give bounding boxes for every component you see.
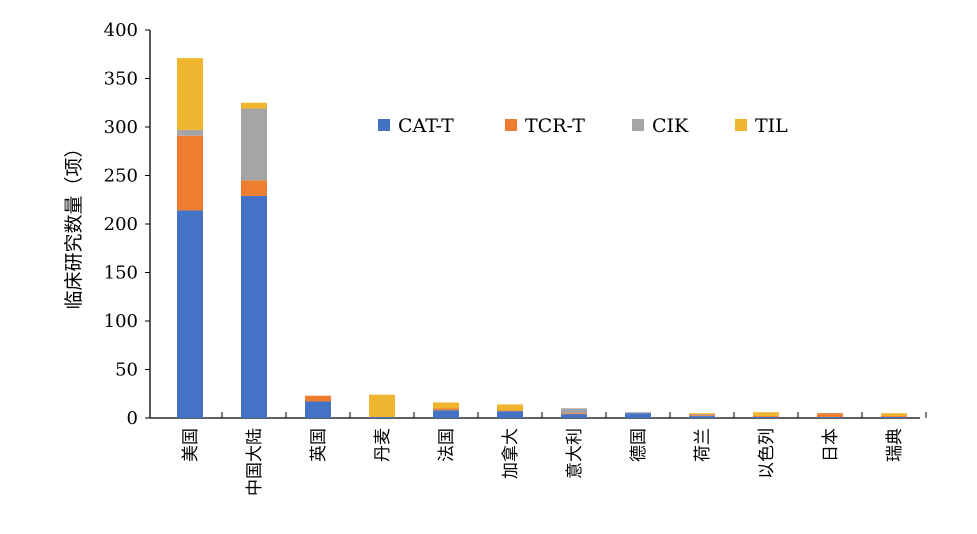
- bar-segment-til: [753, 412, 779, 417]
- bar-segment-tcr-t: [177, 135, 203, 211]
- legend-label: CAT-T: [398, 115, 454, 137]
- bar-segment-til: [689, 413, 715, 415]
- legend-label: TIL: [755, 115, 788, 137]
- legend-swatch: [632, 119, 644, 131]
- bar-segment-tcr-t: [561, 413, 587, 415]
- x-tick-label: 意大利: [565, 428, 585, 479]
- bar-segment-cat-t: [497, 411, 523, 418]
- bar-segment-cik: [561, 408, 587, 414]
- bar-segment-cat-t: [689, 416, 715, 418]
- x-tick-label: 日本: [821, 428, 841, 462]
- bar-segment-tcr-t: [497, 410, 523, 412]
- bar-segment-tcr-t: [881, 416, 907, 418]
- bar-segment-cik: [689, 414, 715, 416]
- bar-segment-cat-t: [753, 417, 779, 418]
- bar-segment-cik: [625, 412, 651, 414]
- bar-segment-cat-t: [625, 413, 651, 418]
- legend-label: CIK: [652, 115, 689, 137]
- x-tick-label: 瑞典: [885, 428, 905, 462]
- y-tick-label: 350: [104, 69, 138, 90]
- bar-segment-til: [881, 413, 907, 417]
- legend-swatch: [505, 119, 517, 131]
- bar-segment-cat-t: [881, 417, 907, 418]
- legend-swatch: [735, 119, 747, 131]
- y-axis-label: 临床研究数量（项）: [63, 138, 85, 309]
- x-tick-label: 美国: [181, 428, 201, 462]
- x-tick-label: 丹麦: [373, 428, 393, 462]
- bar-segment-cat-t: [433, 410, 459, 418]
- y-tick-label: 300: [104, 117, 138, 138]
- bar-segment-cik: [241, 108, 267, 181]
- y-tick-label: 250: [104, 166, 138, 187]
- y-tick-label: 100: [104, 311, 138, 332]
- bar-segment-cat-t: [241, 195, 267, 418]
- bar-segment-til: [497, 404, 523, 411]
- bar-segment-til: [433, 402, 459, 409]
- x-tick-label: 以色列: [757, 428, 777, 479]
- bar-segment-til: [177, 58, 203, 130]
- bar-segment-tcr-t: [817, 413, 843, 418]
- x-tick-label: 加拿大: [500, 428, 521, 479]
- bar-segment-tcr-t: [689, 415, 715, 417]
- bar-segment-cik: [177, 129, 203, 136]
- legend-swatch: [378, 119, 390, 131]
- bar-segment-cat-t: [817, 417, 843, 418]
- y-tick-label: 150: [104, 263, 138, 284]
- bar-segment-cat-t: [561, 414, 587, 418]
- y-tick-label: 50: [115, 360, 138, 381]
- bar-segment-tcr-t: [433, 408, 459, 411]
- x-tick-label: 中国大陆: [245, 428, 265, 496]
- x-tick-label: 德国: [629, 428, 649, 462]
- bar-segment-tcr-t: [241, 180, 267, 196]
- bar-segment-til: [369, 394, 395, 418]
- y-tick-label: 400: [104, 20, 138, 41]
- bar-segment-tcr-t: [753, 416, 779, 418]
- y-tick-label: 200: [104, 214, 138, 235]
- bar-segment-tcr-t: [305, 395, 331, 402]
- x-tick-label: 法国: [437, 428, 457, 462]
- bar-segment-cat-t: [369, 417, 395, 418]
- legend-label: TCR-T: [525, 115, 585, 137]
- bar-segment-til: [241, 102, 267, 109]
- bar-segment-cat-t: [305, 401, 331, 418]
- y-tick-label: 0: [127, 408, 138, 429]
- x-tick-label: 英国: [309, 428, 329, 462]
- x-tick-label: 荷兰: [693, 428, 713, 462]
- bar-segment-cat-t: [177, 210, 203, 418]
